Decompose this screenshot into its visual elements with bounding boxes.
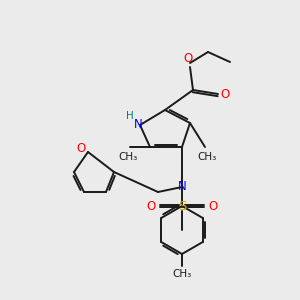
Text: CH₃: CH₃ bbox=[172, 269, 192, 279]
Text: S: S bbox=[178, 200, 186, 214]
Text: N: N bbox=[178, 181, 186, 194]
Text: O: O bbox=[183, 52, 193, 65]
Text: O: O bbox=[208, 200, 217, 214]
Text: O: O bbox=[76, 142, 85, 154]
Text: CH₃: CH₃ bbox=[118, 152, 138, 162]
Text: CH₃: CH₃ bbox=[197, 152, 217, 162]
Text: O: O bbox=[146, 200, 156, 214]
Text: N: N bbox=[134, 118, 142, 130]
Text: O: O bbox=[220, 88, 230, 100]
Text: H: H bbox=[126, 111, 134, 121]
